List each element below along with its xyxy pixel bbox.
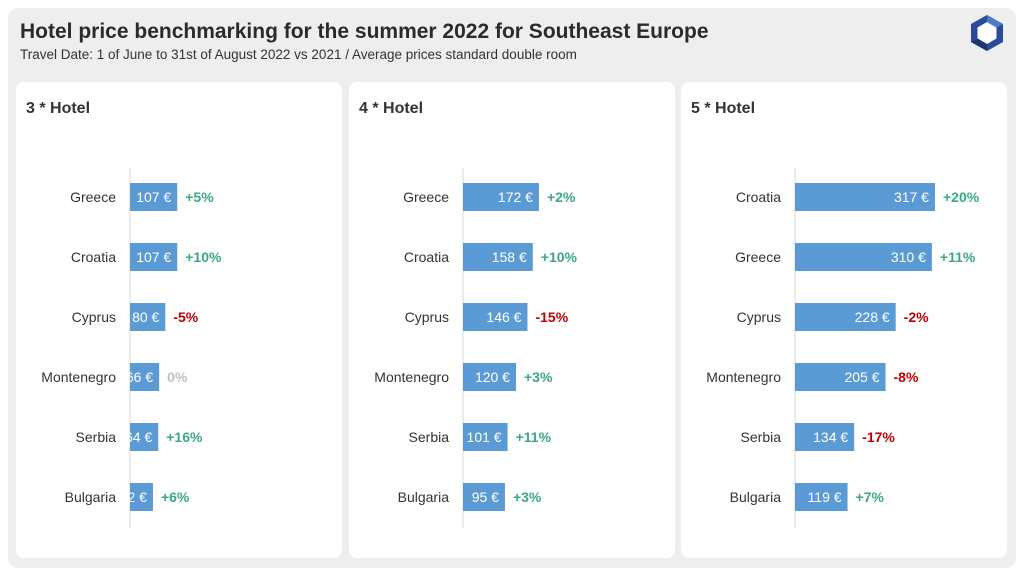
value-label: 80 € bbox=[132, 309, 159, 325]
category-label: Croatia bbox=[404, 249, 449, 265]
chart-4-star: Greece 172 € +2% Croatia 158 € +10% Cyprus 146 … bbox=[374, 168, 578, 528]
value-label: 158 € bbox=[492, 249, 527, 265]
category-label: Bulgaria bbox=[398, 489, 450, 505]
bar bbox=[795, 483, 848, 511]
category-label: Serbia bbox=[76, 429, 117, 445]
value-label: 310 € bbox=[891, 249, 926, 265]
category-label: Greece bbox=[70, 189, 116, 205]
category-label: Greece bbox=[735, 249, 781, 265]
category-label: Bulgaria bbox=[65, 489, 117, 505]
value-label: 64 € bbox=[125, 429, 152, 445]
bar bbox=[130, 183, 178, 211]
category-label: Greece bbox=[403, 189, 449, 205]
category-label: Cyprus bbox=[737, 309, 781, 325]
bar bbox=[130, 423, 159, 451]
value-label: 95 € bbox=[472, 489, 499, 505]
change-label: +11% bbox=[940, 249, 976, 265]
bar bbox=[130, 303, 166, 331]
bar bbox=[463, 183, 539, 211]
category-label: Bulgaria bbox=[730, 489, 782, 505]
bar bbox=[795, 243, 932, 271]
bar bbox=[463, 303, 528, 331]
category-label: Cyprus bbox=[405, 309, 449, 325]
bar bbox=[795, 363, 886, 391]
change-label: +16% bbox=[166, 429, 203, 445]
page-title: Hotel price benchmarking for the summer … bbox=[20, 20, 709, 43]
change-label: +7% bbox=[856, 489, 885, 505]
value-label: 66 € bbox=[126, 369, 153, 385]
category-label: Serbia bbox=[409, 429, 450, 445]
category-label: Cyprus bbox=[72, 309, 116, 325]
change-label: -8% bbox=[894, 369, 919, 385]
bar bbox=[795, 183, 935, 211]
value-label: 205 € bbox=[844, 369, 879, 385]
panel-title: 4 * Hotel bbox=[359, 100, 424, 117]
change-label: -15% bbox=[535, 309, 568, 325]
change-label: +3% bbox=[524, 369, 553, 385]
bar bbox=[795, 423, 855, 451]
bar bbox=[463, 243, 533, 271]
value-label: 317 € bbox=[894, 189, 929, 205]
bar bbox=[463, 423, 508, 451]
category-label: Croatia bbox=[71, 249, 116, 265]
value-label: 52 € bbox=[120, 489, 147, 505]
bar bbox=[130, 483, 153, 511]
panel-4-star: 4 * Hotel Greece 172 € +2% Croatia 158 € +10%… bbox=[349, 82, 675, 558]
category-label: Croatia bbox=[736, 189, 781, 205]
bar bbox=[463, 483, 505, 511]
change-label: +10% bbox=[185, 249, 222, 265]
panel-3-star: 3 * Hotel Greece 107 € +5% Croatia 107 € +10%… bbox=[16, 82, 342, 558]
value-label: 172 € bbox=[498, 189, 533, 205]
panel-5-star: 5 * Hotel Croatia 317 € +20% Greece 310 € +11… bbox=[681, 82, 1007, 558]
value-label: 119 € bbox=[808, 489, 842, 505]
change-label: +10% bbox=[541, 249, 578, 265]
panel-title: 5 * Hotel bbox=[691, 100, 756, 117]
change-label: -5% bbox=[173, 309, 198, 325]
bar bbox=[130, 363, 160, 391]
change-label: +20% bbox=[943, 189, 980, 205]
change-label: +6% bbox=[161, 489, 190, 505]
change-label: -17% bbox=[862, 429, 895, 445]
value-label: 120 € bbox=[475, 369, 510, 385]
value-label: 107 € bbox=[136, 249, 171, 265]
value-label: 134 € bbox=[813, 429, 848, 445]
chart-5-star: Croatia 317 € +20% Greece 310 € +11% Cyprus 228… bbox=[706, 168, 980, 528]
value-label: 228 € bbox=[855, 309, 890, 325]
panel-title: 3 * Hotel bbox=[26, 100, 91, 117]
bar bbox=[795, 303, 896, 331]
category-label: Serbia bbox=[741, 429, 782, 445]
category-label: Montenegro bbox=[41, 369, 116, 385]
change-label: +11% bbox=[516, 429, 552, 445]
chart-3-star: Greece 107 € +5% Croatia 107 € +10% Cyprus 80 €… bbox=[41, 168, 222, 528]
category-label: Montenegro bbox=[706, 369, 781, 385]
brand-logo-icon bbox=[971, 15, 1003, 51]
change-label: 0% bbox=[167, 369, 188, 385]
page-subtitle: Travel Date: 1 of June to 31st of August… bbox=[20, 47, 577, 62]
bar bbox=[130, 243, 178, 271]
change-label: -2% bbox=[904, 309, 929, 325]
value-label: 101 € bbox=[467, 429, 502, 445]
change-label: +5% bbox=[185, 189, 214, 205]
value-label: 146 € bbox=[486, 309, 521, 325]
bar bbox=[463, 363, 516, 391]
category-label: Montenegro bbox=[374, 369, 449, 385]
change-label: +2% bbox=[547, 189, 576, 205]
change-label: +3% bbox=[513, 489, 542, 505]
value-label: 107 € bbox=[136, 189, 171, 205]
